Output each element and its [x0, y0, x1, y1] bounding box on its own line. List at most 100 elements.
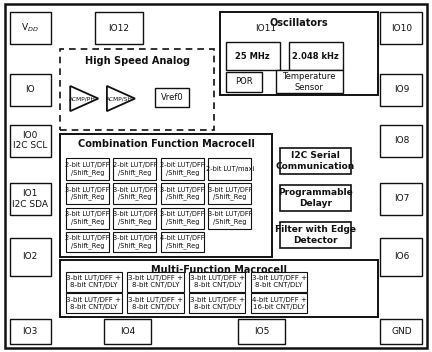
Text: 3-bit LUT/DFF
/Shift_Reg: 3-bit LUT/DFF /Shift_Reg — [65, 187, 109, 201]
Text: 4-bit LUT/DFF
/Shift_Reg: 4-bit LUT/DFF /Shift_Reg — [160, 235, 205, 249]
Bar — [113, 208, 156, 229]
Text: 2-bit LUT/DFF
/Shift_Reg: 2-bit LUT/DFF /Shift_Reg — [65, 235, 110, 249]
Text: 2-bit LUT/DFF
/Shift_Reg: 2-bit LUT/DFF /Shift_Reg — [65, 162, 110, 176]
Bar — [380, 12, 422, 44]
Bar — [208, 183, 251, 204]
Text: 3-bit LUT/DFF
/Shift_Reg: 3-bit LUT/DFF /Shift_Reg — [208, 187, 252, 201]
Text: IO1
I2C SDA: IO1 I2C SDA — [12, 189, 48, 209]
Bar — [66, 293, 122, 313]
Bar — [10, 12, 51, 44]
Bar — [66, 272, 122, 292]
Text: ACMP/PH: ACMP/PH — [70, 96, 96, 101]
Text: 3-bit LUT/DFF
/Shift_Reg: 3-bit LUT/DFF /Shift_Reg — [160, 211, 204, 225]
Text: IO9: IO9 — [394, 85, 409, 94]
Bar — [226, 72, 262, 92]
Text: Programmable
Delayr: Programmable Delayr — [278, 188, 353, 208]
Text: ACMP/SH: ACMP/SH — [106, 96, 133, 101]
Bar — [380, 319, 422, 344]
Text: IO3: IO3 — [22, 327, 38, 336]
Text: IO0
I2C SCL: IO0 I2C SCL — [13, 131, 47, 151]
Bar — [10, 238, 51, 276]
Text: 3-bit LUT/DFF +
8-bit CNT/DLY: 3-bit LUT/DFF + 8-bit CNT/DLY — [190, 276, 245, 288]
Bar — [161, 232, 204, 252]
Text: 2.048 kHz: 2.048 kHz — [292, 52, 339, 61]
Bar — [380, 74, 422, 106]
Text: 3-bit LUT/DFF
/Shift_Reg: 3-bit LUT/DFF /Shift_Reg — [113, 235, 157, 249]
Text: High Speed Analog: High Speed Analog — [85, 56, 190, 66]
Text: IO4: IO4 — [120, 327, 135, 336]
Bar — [113, 232, 156, 252]
Text: 3-bit LUT/DFF
/Shift_Reg: 3-bit LUT/DFF /Shift_Reg — [113, 211, 157, 225]
Text: IO11: IO11 — [255, 24, 276, 33]
Bar — [289, 42, 343, 70]
Text: 3-bit LUT/DFF
/Shift_Reg: 3-bit LUT/DFF /Shift_Reg — [113, 187, 157, 201]
Bar — [60, 260, 378, 317]
Text: 3-bit LUT/DFF
/Shift_Reg: 3-bit LUT/DFF /Shift_Reg — [65, 211, 109, 225]
Text: V$_{DD}$: V$_{DD}$ — [21, 22, 39, 34]
Bar — [66, 183, 109, 204]
Text: 25 MHz: 25 MHz — [235, 52, 270, 61]
Bar — [208, 208, 251, 229]
Text: 2-bit LUT/maxi: 2-bit LUT/maxi — [206, 166, 254, 172]
Bar — [380, 183, 422, 215]
Text: POR: POR — [235, 77, 253, 86]
Bar — [220, 12, 378, 95]
Bar — [66, 208, 109, 229]
Text: Filter with Edge
Detector: Filter with Edge Detector — [275, 225, 356, 245]
Text: 2-bit LUT/DFF
/Shift_Reg: 2-bit LUT/DFF /Shift_Reg — [112, 162, 157, 176]
Text: 3-bit LUT/DFF +
8-bit CNT/DLY: 3-bit LUT/DFF + 8-bit CNT/DLY — [190, 297, 245, 309]
Text: 3-bit LUT/DFF +
8-bit CNT/DLY: 3-bit LUT/DFF + 8-bit CNT/DLY — [66, 276, 121, 288]
Bar — [161, 183, 204, 204]
Bar — [10, 125, 51, 157]
Bar — [280, 222, 351, 248]
Bar — [113, 158, 156, 180]
Text: I2C Serial
Communication: I2C Serial Communication — [276, 151, 355, 171]
Bar — [10, 74, 51, 106]
Bar — [113, 183, 156, 204]
Bar — [189, 293, 245, 313]
Text: Combination Function Macrocell: Combination Function Macrocell — [78, 139, 255, 149]
Bar — [66, 158, 109, 180]
Bar — [161, 158, 204, 180]
Bar — [226, 42, 280, 70]
Bar — [95, 12, 143, 44]
Text: Oscillators: Oscillators — [270, 18, 328, 28]
Bar — [10, 183, 51, 215]
Text: 3-bit LUT/DFF +
8-bit CNT/DLY: 3-bit LUT/DFF + 8-bit CNT/DLY — [128, 297, 183, 309]
Bar — [380, 238, 422, 276]
Text: IO10: IO10 — [391, 24, 412, 33]
Text: IO7: IO7 — [394, 194, 409, 203]
Bar — [60, 134, 272, 257]
Bar — [251, 293, 307, 313]
Text: 3-bit LUT/DFF +
8-bit CNT/DLY: 3-bit LUT/DFF + 8-bit CNT/DLY — [128, 276, 183, 288]
Text: IO8: IO8 — [394, 136, 409, 145]
Text: 3-bit LUT/DFF +
8-bit CNT/DLY: 3-bit LUT/DFF + 8-bit CNT/DLY — [251, 276, 307, 288]
Text: Vref0: Vref0 — [161, 93, 183, 102]
Text: IO: IO — [25, 85, 35, 94]
Text: IO5: IO5 — [254, 327, 269, 336]
Text: 3-bit LUT/DFF
/Shift_Reg: 3-bit LUT/DFF /Shift_Reg — [208, 211, 252, 225]
Text: 3-bit LUT/DFF
/Shift_Reg: 3-bit LUT/DFF /Shift_Reg — [160, 187, 204, 201]
Text: IO6: IO6 — [394, 252, 409, 262]
Bar — [127, 293, 184, 313]
Text: Multi-Function Macrocell: Multi-Function Macrocell — [151, 265, 287, 275]
Bar — [10, 319, 51, 344]
Bar — [60, 49, 214, 130]
Bar — [380, 125, 422, 157]
Bar — [208, 158, 251, 180]
Bar — [66, 232, 109, 252]
Bar — [238, 319, 285, 344]
Text: 3-bit LUT/DFF +
8-bit CNT/DLY: 3-bit LUT/DFF + 8-bit CNT/DLY — [66, 297, 121, 309]
Bar — [242, 12, 289, 44]
Bar — [127, 272, 184, 292]
Bar — [104, 319, 151, 344]
Bar — [161, 208, 204, 229]
Bar — [280, 148, 351, 174]
Text: IO12: IO12 — [108, 24, 129, 33]
Text: 2-bit LUT/DFF
/Shift_Reg: 2-bit LUT/DFF /Shift_Reg — [160, 162, 205, 176]
Bar — [155, 88, 189, 107]
Text: 4-bit LUT/DFF +
16-bit CNT/DLY: 4-bit LUT/DFF + 16-bit CNT/DLY — [251, 297, 307, 309]
Bar — [251, 272, 307, 292]
Text: Temperature
Sensor: Temperature Sensor — [283, 72, 336, 92]
Text: IO2: IO2 — [22, 252, 38, 262]
